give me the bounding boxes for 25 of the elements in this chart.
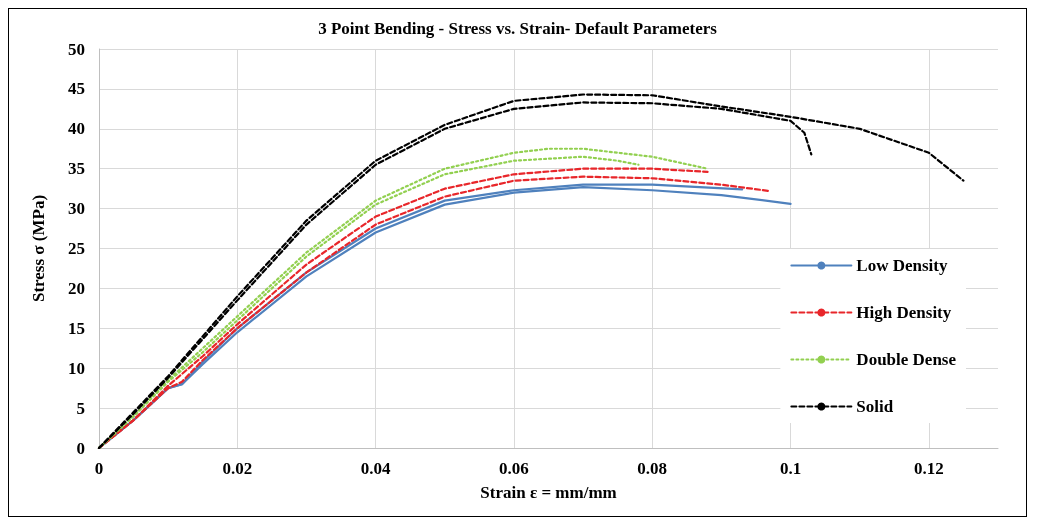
x-tick-label: 0.1 — [779, 459, 802, 478]
x-tick-label: 0.06 — [499, 459, 529, 478]
chart-title: 3 Point Bending - Stress vs. Strain- Default Parameters — [318, 19, 718, 38]
y-tick-label: 15 — [68, 318, 85, 338]
y-tick-label: 10 — [68, 358, 85, 378]
y-tick-label: 35 — [68, 159, 85, 179]
y-tick-label: 5 — [76, 398, 85, 418]
y-tick-label: 50 — [68, 39, 85, 59]
x-tick-label: 0.04 — [360, 459, 391, 478]
legend-label: Double Dense — [856, 350, 957, 369]
y-axis-title: Stress σ (MPa) — [29, 194, 48, 303]
y-tick-label: 30 — [68, 199, 85, 219]
x-tick-label: 0.08 — [637, 459, 668, 478]
y-tick-label: 40 — [68, 119, 85, 139]
x-axis-title: Strain ε = mm/mm — [480, 483, 617, 502]
x-tick-label: 0 — [94, 459, 104, 478]
legend-label: Low Density — [856, 256, 948, 275]
y-tick-label: 0 — [76, 438, 85, 458]
x-tick-label: 0.12 — [913, 459, 944, 478]
y-tick-label: 45 — [68, 79, 85, 99]
legend-label: High Density — [856, 303, 952, 322]
y-tick-label: 25 — [68, 239, 85, 258]
legend-label: Solid — [856, 397, 894, 416]
x-tick-label: 0.02 — [222, 459, 253, 478]
y-tick-label: 20 — [68, 278, 85, 298]
